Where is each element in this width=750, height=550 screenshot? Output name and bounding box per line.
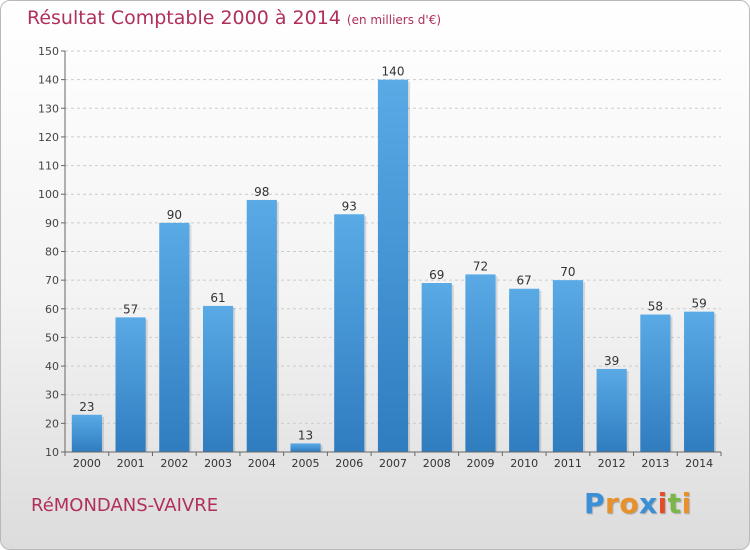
logo-letter: r xyxy=(605,487,620,520)
x-tick-label-2000: 2000 xyxy=(73,457,101,470)
data-label-2003: 61 xyxy=(210,291,225,305)
data-label-2002: 90 xyxy=(167,208,182,222)
x-tick-label-2014: 2014 xyxy=(685,457,713,470)
y-tick-label: 80 xyxy=(45,246,59,259)
bar-2013 xyxy=(640,314,671,452)
data-label-2008: 69 xyxy=(429,268,444,282)
bar-2000 xyxy=(71,414,102,452)
bar-2002 xyxy=(159,222,190,452)
data-label-2014: 59 xyxy=(691,297,706,311)
bar-2014 xyxy=(684,311,715,452)
y-tick-label: 30 xyxy=(45,389,59,402)
data-label-2001: 57 xyxy=(123,302,138,316)
commune-name: RéMONDANS-VAIVRE xyxy=(31,495,219,516)
chart-title: Résultat Comptable 2000 à 2014 (en millie… xyxy=(27,7,441,29)
bar-2011 xyxy=(552,280,584,452)
data-label-2009: 72 xyxy=(473,259,488,273)
bar-2009 xyxy=(465,274,496,452)
bar-2008 xyxy=(421,283,452,452)
chart-title-text: Résultat Comptable 2000 à 2014 xyxy=(27,7,341,29)
y-tick-label: 20 xyxy=(45,417,59,430)
x-tick-label-2004: 2004 xyxy=(248,457,276,470)
data-label-2000: 23 xyxy=(79,400,94,414)
y-tick-label: 50 xyxy=(45,331,59,344)
y-tick-label: 90 xyxy=(45,217,59,230)
bar-2007 xyxy=(377,79,409,453)
y-tick-label: 60 xyxy=(45,303,59,316)
x-tick-label-2009: 2009 xyxy=(466,457,494,470)
y-tick-label: 150 xyxy=(38,45,59,58)
data-label-2004: 98 xyxy=(254,185,269,199)
y-tick-label: 140 xyxy=(38,74,59,87)
x-tick-label-2001: 2001 xyxy=(117,457,145,470)
bar-2005 xyxy=(290,443,321,452)
logo-letter: o xyxy=(619,487,640,520)
x-tick-label-2012: 2012 xyxy=(598,457,626,470)
bar-chart: 23 57 90 61 98 13 93 140 69 72 67 70 39 58 59 10 20 30 40… xyxy=(38,45,722,470)
logo-letter: t xyxy=(667,487,682,520)
data-label-2012: 39 xyxy=(604,354,619,368)
bar-2003 xyxy=(202,305,234,452)
data-label-2005: 13 xyxy=(298,428,313,442)
data-label-2006: 93 xyxy=(342,199,357,213)
y-tick-label: 10 xyxy=(45,446,59,459)
logo-letter: i xyxy=(657,487,668,520)
y-tick-label: 130 xyxy=(38,102,59,115)
bar-2004 xyxy=(246,199,277,452)
logo-letter: P xyxy=(584,487,606,520)
x-tick-label-2007: 2007 xyxy=(379,457,407,470)
x-tick-label-2006: 2006 xyxy=(335,457,363,470)
bar-2001 xyxy=(115,317,146,452)
y-tick-label: 110 xyxy=(38,160,59,173)
x-tick-label-2005: 2005 xyxy=(292,457,320,470)
bars: 23 57 90 61 98 13 93 140 69 72 67 70 39 58 59 xyxy=(71,65,717,453)
x-tick-label-2013: 2013 xyxy=(641,457,669,470)
proxiti-logo: Proxiti xyxy=(584,487,692,520)
axes: 10 20 30 40 50 60 70 80 90 100 110 120 130 140 150 2000… xyxy=(38,45,722,470)
chart-subtitle: (en milliers d'€) xyxy=(346,13,442,27)
bar-2010 xyxy=(509,288,540,452)
y-tick-label: 70 xyxy=(45,274,59,287)
logo-letter: x xyxy=(639,487,658,520)
bar-2006 xyxy=(334,214,365,452)
x-tick-label-2010: 2010 xyxy=(510,457,538,470)
y-tick-label: 40 xyxy=(45,360,59,373)
x-tick-label-2003: 2003 xyxy=(204,457,232,470)
y-tick-label: 120 xyxy=(38,131,59,144)
bar-2012 xyxy=(596,368,627,452)
data-label-2007: 140 xyxy=(382,65,405,79)
y-tick-label: 100 xyxy=(38,188,59,201)
data-label-2011: 70 xyxy=(560,265,575,279)
data-label-2010: 67 xyxy=(517,274,532,288)
x-tick-label-2002: 2002 xyxy=(160,457,188,470)
data-label-2013: 58 xyxy=(648,300,663,314)
x-tick-label-2008: 2008 xyxy=(423,457,451,470)
logo-letter: i xyxy=(681,487,692,520)
x-tick-label-2011: 2011 xyxy=(554,457,582,470)
